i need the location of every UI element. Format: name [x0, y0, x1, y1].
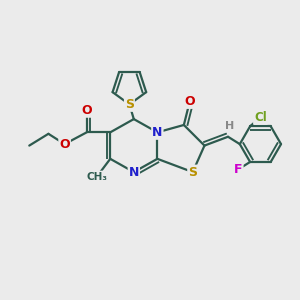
- Text: O: O: [59, 138, 70, 151]
- Text: CH₃: CH₃: [86, 172, 107, 182]
- Text: S: S: [125, 98, 134, 111]
- Text: O: O: [81, 104, 92, 117]
- Text: N: N: [129, 166, 139, 178]
- Text: S: S: [188, 166, 197, 178]
- Text: H: H: [225, 122, 234, 131]
- Text: Cl: Cl: [254, 111, 267, 124]
- Text: N: N: [152, 126, 163, 139]
- Text: F: F: [234, 163, 243, 176]
- Text: O: O: [184, 95, 195, 108]
